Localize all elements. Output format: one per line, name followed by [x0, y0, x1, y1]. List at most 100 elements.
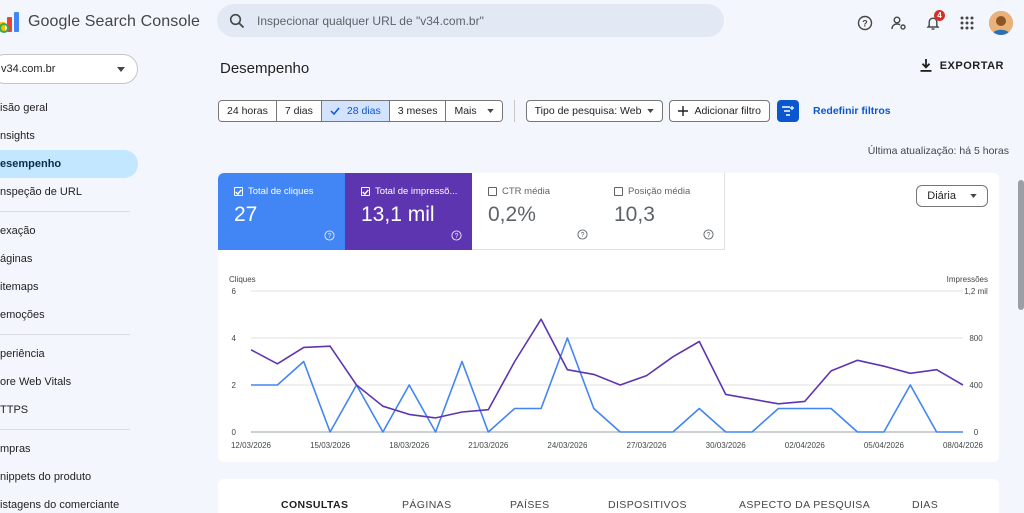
dropdown-arrow-icon — [970, 194, 977, 198]
sidebar-item[interactable]: nippets do produto — [0, 463, 145, 491]
left-tick-label: 6 — [232, 287, 237, 296]
x-tick-label: 24/03/2026 — [547, 441, 588, 450]
x-tick-label: 05/04/2026 — [864, 441, 905, 450]
sidebar-item[interactable]: áginas — [0, 245, 145, 273]
metric-tile[interactable]: CTR média 0,2%? — [472, 173, 599, 250]
checkbox-checked-icon[interactable] — [234, 187, 243, 196]
sidebar-item[interactable]: nsights — [0, 122, 145, 150]
help-icon[interactable]: ? — [451, 230, 462, 241]
add-filter-button[interactable]: Adicionar filtro — [669, 100, 770, 122]
help-icon[interactable]: ? — [577, 229, 588, 240]
report-tab[interactable]: PÁGINAS — [402, 499, 452, 511]
sidebar-item-label: periência — [0, 348, 45, 360]
date-range-option[interactable]: 7 dias — [276, 101, 322, 121]
scrollbar[interactable] — [1018, 180, 1024, 310]
metric-label: Total de impressõ... — [375, 186, 458, 197]
nav-divider — [0, 429, 130, 430]
notifications-button[interactable]: 4 — [918, 8, 948, 38]
x-tick-label: 18/03/2026 — [389, 441, 430, 450]
metric-label-row: Posição média — [614, 186, 724, 197]
notification-badge: 4 — [934, 10, 945, 21]
svg-text:?: ? — [707, 232, 711, 239]
sidebar-item-label: ore Web Vitals — [0, 376, 72, 388]
help-button[interactable]: ? — [850, 8, 880, 38]
apps-button[interactable] — [952, 8, 982, 38]
help-icon[interactable]: ? — [703, 229, 714, 240]
download-icon — [920, 59, 932, 72]
left-tick-label: 0 — [232, 428, 237, 437]
date-range-label: Mais — [454, 105, 477, 117]
metric-value: 13,1 mil — [361, 203, 435, 226]
checkbox-icon[interactable] — [614, 187, 623, 196]
metric-value: 10,3 — [614, 203, 655, 226]
sidebar-item[interactable]: TTPS — [0, 396, 145, 424]
sidebar-item[interactable]: ore Web Vitals — [0, 368, 145, 396]
logo[interactable]: Google Search Console — [0, 10, 200, 34]
performance-card: Total de cliques 27? Total de impressõ... 1… — [218, 173, 999, 462]
sidebar-item-label: áginas — [0, 253, 33, 265]
nav-divider — [0, 211, 130, 212]
sidebar-item[interactable]: periência — [0, 340, 145, 368]
sidebar-item[interactable]: mpras — [0, 435, 145, 463]
search-input[interactable] — [257, 13, 697, 28]
sidebar-item[interactable]: isão geral — [0, 94, 145, 122]
report-tab[interactable]: CONSULTAS — [281, 499, 349, 511]
help-icon[interactable]: ? — [324, 230, 335, 241]
date-range-selector: 24 horas 7 dias 28 dias 3 meses Mais — [218, 100, 503, 122]
sidebar-item-label: emoções — [0, 309, 45, 321]
report-tab[interactable]: DIAS — [912, 499, 939, 511]
dropdown-arrow-icon — [647, 109, 655, 113]
search-console-logo-icon — [0, 12, 19, 33]
export-button[interactable]: EXPORTAR — [920, 59, 1004, 72]
top-bar: Google Search Console ? — [0, 0, 1024, 46]
granularity-selector[interactable]: Diária — [916, 185, 988, 207]
right-tick-label: 400 — [969, 381, 983, 390]
date-range-option[interactable]: Mais — [446, 101, 502, 121]
right-tick-label: 800 — [969, 334, 983, 343]
metric-tile[interactable]: Total de cliques 27? — [218, 173, 345, 250]
search-type-chip[interactable]: Tipo de pesquisa: Web — [525, 100, 664, 122]
sidebar-item[interactable]: itemaps — [0, 273, 145, 301]
sidebar-item[interactable]: istagens do comerciante — [0, 491, 145, 513]
last-update-text: Última atualização: há 5 horas — [867, 145, 1009, 157]
metric-label: Total de cliques — [248, 186, 314, 197]
plus-icon — [678, 106, 689, 116]
metric-tile[interactable]: Total de impressõ... 13,1 mil? — [345, 173, 472, 250]
manage-users-button[interactable] — [884, 8, 914, 38]
sidebar-item-label: nspeção de URL — [0, 186, 82, 198]
divider — [513, 100, 515, 122]
date-range-option[interactable]: 24 horas — [219, 101, 277, 121]
nav-divider — [0, 334, 130, 335]
property-name: v34.com.br — [1, 63, 56, 75]
sidebar-item[interactable]: nspeção de URL — [0, 178, 145, 206]
url-inspect-search[interactable] — [217, 4, 724, 37]
checkbox-icon[interactable] — [488, 187, 497, 196]
metric-tile[interactable]: Posição média 10,3? — [598, 173, 725, 250]
sidebar-item[interactable]: emoções — [0, 301, 145, 329]
report-tab[interactable]: ASPECTO DA PESQUISA — [739, 499, 871, 511]
sidebar-item[interactable]: exação — [0, 217, 145, 245]
performance-chart[interactable]: Cliques Impressões 6 4 2 0 1,2 mil 800 400 0 12/03… — [218, 263, 999, 462]
right-tick-label: 1,2 mil — [964, 287, 988, 296]
right-axis-label: Impressões — [947, 275, 988, 284]
date-range-option[interactable]: 3 meses — [389, 101, 447, 121]
sidebar-item-label: isão geral — [0, 102, 48, 114]
left-axis-label: Cliques — [229, 275, 256, 284]
page-title: Desempenho — [220, 60, 310, 77]
sidebar-item[interactable]: esempenho — [0, 150, 138, 178]
account-button[interactable] — [986, 8, 1016, 38]
sidebar-item-label: exação — [0, 225, 36, 237]
checkbox-checked-icon[interactable] — [361, 187, 370, 196]
avatar-image-icon — [989, 11, 1013, 35]
date-range-option[interactable]: 28 dias — [321, 101, 390, 121]
sidebar-item-label: TTPS — [0, 404, 29, 416]
report-tab[interactable]: DISPOSITIVOS — [608, 499, 687, 511]
report-tab[interactable]: PAÍSES — [510, 499, 550, 511]
reset-filters-link[interactable]: Redefinir filtros — [812, 105, 891, 117]
property-selector[interactable]: v34.com.br — [0, 54, 138, 84]
date-range-label: 3 meses — [397, 105, 438, 117]
dropdown-arrow-icon — [117, 66, 125, 72]
sidebar-item-label: mpras — [0, 443, 31, 455]
filter-options-button[interactable] — [776, 100, 799, 122]
granularity-label: Diária — [927, 190, 956, 202]
